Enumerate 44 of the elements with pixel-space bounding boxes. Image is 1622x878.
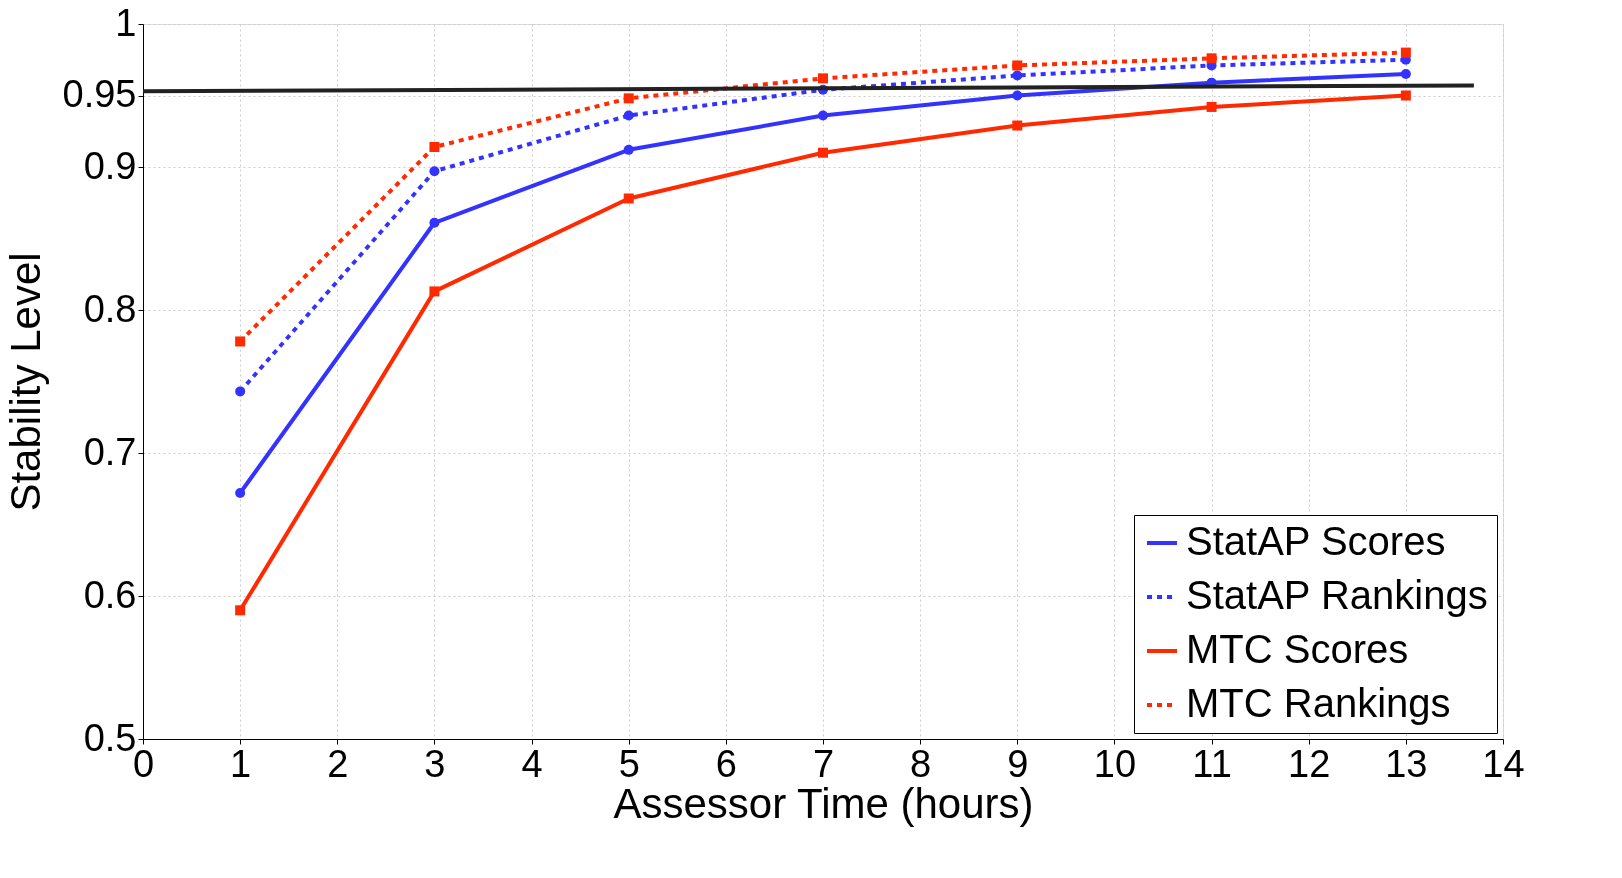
x-tick-label: 14 (1482, 742, 1525, 785)
point (235, 386, 246, 397)
x-tick-label: 3 (424, 742, 446, 785)
point (1012, 70, 1023, 81)
x-tick-label: 13 (1385, 742, 1428, 785)
y-tick-label: 0.6 (83, 573, 137, 616)
point (429, 166, 440, 177)
legend-label: MTC Rankings (1186, 681, 1451, 725)
x-tick-label: 4 (521, 742, 543, 785)
x-tick-label: 11 (1192, 742, 1232, 785)
point (623, 144, 634, 155)
x-tick-label: 12 (1288, 742, 1331, 785)
point (235, 605, 246, 616)
legend-label: StatAP Rankings (1186, 573, 1488, 617)
point (623, 110, 634, 121)
y-tick-label: 0.9 (83, 144, 137, 187)
point (1206, 53, 1217, 64)
y-tick-label: 0.7 (83, 430, 137, 473)
point (235, 336, 246, 347)
point (235, 488, 246, 499)
y-tick-label: 0.95 (62, 73, 137, 115)
x-tick-label: 10 (1093, 742, 1137, 785)
x-tick-label: 1 (230, 742, 252, 785)
point (429, 141, 440, 152)
legend-label: MTC Scores (1186, 627, 1409, 671)
point (818, 73, 828, 84)
point (1400, 47, 1411, 58)
point (1206, 101, 1217, 112)
point (1400, 90, 1411, 101)
legend-label: StatAP Scores (1186, 519, 1446, 563)
point (623, 93, 634, 104)
point (1400, 69, 1411, 80)
point (1012, 90, 1023, 101)
point (429, 286, 440, 297)
x-tick-label: 2 (327, 742, 349, 785)
point (1012, 60, 1023, 71)
y-tick-label: 0.8 (83, 287, 137, 330)
point (623, 193, 634, 204)
point (429, 217, 440, 228)
point (818, 147, 828, 158)
y-axis-title: Stability Level (1, 252, 49, 512)
point (1012, 120, 1023, 131)
point (818, 110, 828, 121)
y-tick-label: 1 (115, 1, 137, 44)
